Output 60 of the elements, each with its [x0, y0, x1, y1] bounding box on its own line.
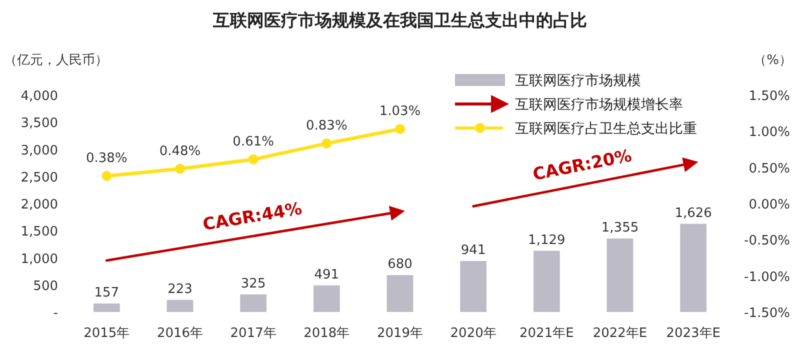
data-label: 1,355: [601, 220, 639, 236]
x-tick-label: 2021年E: [520, 326, 574, 341]
y2-axis-title: （%）: [754, 53, 792, 68]
y-tick-label: 2,500: [20, 170, 58, 186]
bar: [680, 224, 707, 312]
annotation: CAGR:44%: [201, 199, 304, 236]
bar: [533, 250, 560, 312]
bar: [166, 300, 194, 312]
bar: [460, 260, 487, 312]
bar: [386, 275, 414, 312]
y2-tick-label: -1.50%: [744, 306, 790, 321]
x-tick-label: 2017年: [230, 326, 276, 341]
data-label: 941: [460, 242, 486, 258]
data-label: 0.48%: [159, 144, 201, 159]
y-tick-label: 3,500: [20, 116, 58, 132]
y-tick-label: 4,000: [20, 89, 58, 104]
data-label: 680: [388, 257, 412, 272]
y2-tick-label: 0.00%: [748, 198, 790, 212]
y-tick-label: 1,500: [20, 224, 58, 240]
data-label: 1.03%: [379, 104, 421, 119]
point: [322, 138, 332, 148]
chart-title: 互联网医疗市场规模及在我国卫生总支出中的占比: [212, 11, 587, 31]
point: [395, 124, 405, 134]
y2-tick-label: -0.50%: [744, 234, 790, 249]
legend-label: 互联网医疗占卫生总支出比重: [515, 121, 697, 137]
data-label: 157: [94, 285, 120, 300]
data-label: 0.83%: [306, 118, 348, 134]
bar: [240, 294, 267, 312]
x-tick-label: 2023年E: [666, 326, 720, 341]
bar: [93, 303, 120, 312]
point: [102, 171, 112, 182]
point: [175, 164, 185, 174]
data-label: 1,129: [528, 232, 566, 248]
x-tick-label: 2020年: [450, 326, 496, 341]
x-tick-label: 2019年: [376, 326, 424, 341]
x-tick-label: 2022年E: [592, 326, 648, 341]
data-label: 491: [314, 267, 340, 282]
y-tick-label: 1,000: [20, 252, 58, 267]
y2-tick-label: -1.00%: [744, 270, 790, 285]
y-tick-label: 3,000: [20, 143, 58, 158]
data-label: 223: [168, 282, 192, 297]
data-label: 0.61%: [232, 134, 274, 150]
x-tick-label: 2015年: [84, 326, 130, 341]
y2-tick-label: 1.00%: [748, 125, 790, 140]
legend-label: 互联网医疗市场规模: [515, 73, 641, 89]
y-tick-label: 2,000: [20, 198, 58, 212]
bar: [313, 285, 340, 312]
bar: [606, 238, 634, 312]
y2-tick-label: 1.50%: [748, 89, 790, 104]
y-axis-title: （亿元，人民币）: [4, 53, 108, 68]
y2-tick-label: 0.50%: [748, 161, 790, 176]
legend-label: 互联网医疗市场规模增长率: [515, 97, 683, 113]
point: [248, 154, 258, 164]
x-tick-label: 2018年: [304, 326, 350, 341]
y-tick-label: 500: [33, 278, 58, 294]
data-label: 1,626: [674, 206, 712, 221]
x-tick-label: 2016年: [156, 326, 204, 341]
data-label: 0.38%: [86, 151, 128, 166]
data-label: 325: [240, 276, 266, 292]
y-tick-label: -: [53, 306, 58, 321]
